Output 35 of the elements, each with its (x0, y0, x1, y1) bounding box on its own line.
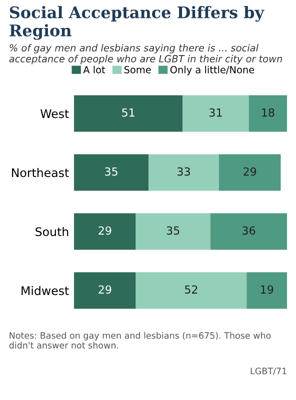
data-label: 52 (185, 285, 198, 294)
data-label: 29 (244, 167, 256, 176)
data-label: 29 (98, 285, 112, 294)
bar (74, 95, 183, 132)
data-label: 29 (98, 226, 112, 235)
data-label: 35 (166, 226, 180, 235)
bar (246, 272, 288, 309)
bar (148, 154, 219, 191)
bar (182, 95, 249, 132)
legend-label: Only a little/None (170, 66, 254, 76)
bar (136, 272, 247, 309)
legend-label: Some (124, 66, 151, 74)
bar (218, 154, 281, 191)
data-label: 31 (210, 108, 222, 117)
bar (74, 272, 136, 309)
legend-label: A lot (83, 66, 106, 74)
y-tick-label: South (36, 227, 68, 236)
chart-title: Social Acceptance Differs by Region (10, 6, 264, 40)
y-tick-label: Northeast (12, 168, 69, 178)
text: Notes: Based on gay men and lesbians (n=675). Those who didn't answer not shown. (9, 332, 271, 349)
bar (74, 154, 149, 191)
data-label: 19 (261, 285, 274, 294)
data-label: 18 (262, 108, 274, 117)
data-label: 33 (178, 167, 190, 176)
y-tick-label: Midwest (22, 286, 69, 296)
data-label: 35 (105, 167, 118, 176)
chart-subtitle: % of gay men and lesbians saying there is ... social acceptance of people who are LGBT in their city or town (9, 44, 282, 64)
text: LGBT/71 (250, 368, 286, 375)
data-label: 51 (122, 108, 134, 117)
bar (210, 213, 288, 250)
bar (136, 213, 210, 250)
bar (248, 95, 288, 132)
y-tick-label: West (40, 109, 69, 118)
data-label: 36 (242, 226, 256, 235)
bar (74, 213, 136, 250)
